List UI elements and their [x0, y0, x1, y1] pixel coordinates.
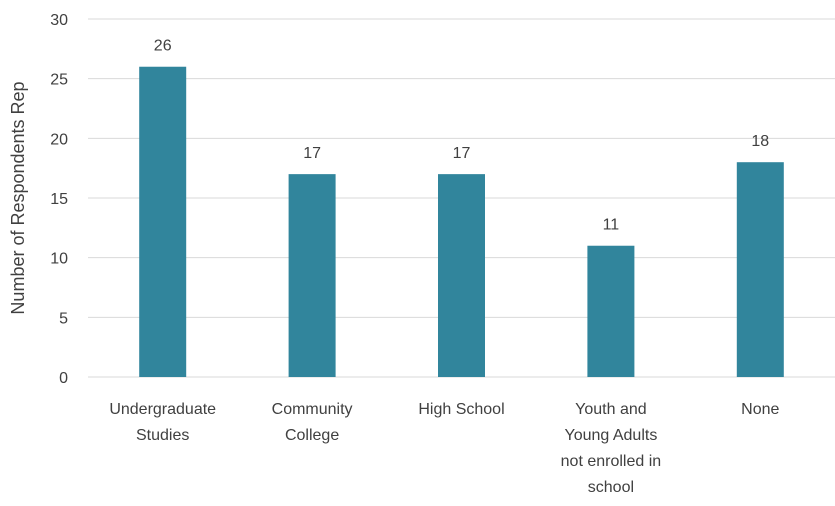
x-tick-label: Youth and Young Adults not enrolled in scho…: [561, 401, 662, 496]
bar: [587, 245, 635, 377]
bar: [139, 66, 187, 377]
y-tick-label: 30: [50, 12, 68, 29]
x-tick-label: None: [741, 401, 779, 418]
y-axis-title: Number of Respondents Rep: [8, 81, 28, 314]
value-labels: 26 17 17 11 18: [154, 38, 769, 234]
x-tick-label: Community College: [272, 401, 353, 444]
y-tick-label: 25: [50, 72, 68, 89]
y-tick-label: 10: [50, 251, 68, 268]
bar: [438, 174, 485, 377]
y-tick-label: 15: [50, 191, 68, 208]
x-tick-label: High School: [418, 401, 504, 418]
data-label: 18: [751, 133, 769, 150]
y-tick-label: 0: [59, 370, 68, 387]
data-label: 17: [303, 145, 321, 162]
bar: [736, 162, 784, 377]
y-tick-label: 5: [59, 310, 68, 327]
y-tick-label: 20: [50, 131, 68, 148]
data-label: 11: [603, 217, 620, 234]
bars: [139, 66, 784, 377]
x-axis-labels: Undergraduate Studies Community College High…: [109, 401, 779, 496]
x-tick-label: Undergraduate Studies: [109, 401, 216, 444]
bar: [288, 174, 336, 377]
y-axis-ticks: 0 5 10 15 20 25 30: [50, 12, 68, 387]
data-label: 26: [154, 38, 172, 55]
data-label: 17: [453, 145, 471, 162]
